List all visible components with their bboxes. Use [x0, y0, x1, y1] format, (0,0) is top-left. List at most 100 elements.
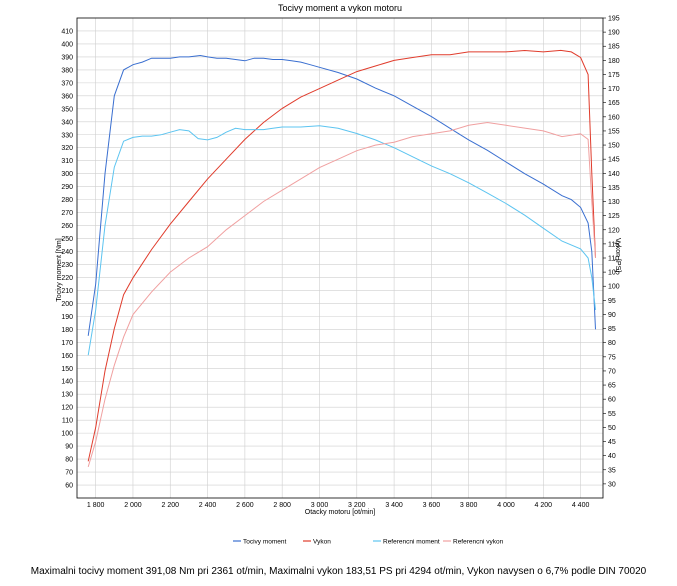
dyno-chart: Tocivy moment a vykon motoru 60 70 80 90 100… [56, 3, 621, 546]
x-tick-label: 4 000 [497, 502, 515, 509]
x-tick-label: 2 200 [161, 502, 179, 509]
y-left-tick-label: 120 [61, 405, 73, 412]
y-left-tick-label: 370 [61, 80, 73, 87]
y-right-tick-label: 190 [608, 30, 620, 37]
legend: Tocivy moment Vykon Referencni moment Refer… [233, 539, 504, 546]
y-left-tick-label: 380 [61, 67, 73, 74]
y-right-tick-label: 145 [608, 157, 620, 164]
y-left-tick-label: 400 [61, 41, 73, 48]
series-line-referencni-vykon [87, 121, 596, 468]
x-tick-label: 3 000 [311, 502, 329, 509]
y-right-tick-label: 60 [608, 397, 616, 404]
y-left-tick-label: 350 [61, 106, 73, 113]
plot-frame [76, 17, 604, 499]
y-right-tick-label: 70 [608, 368, 616, 375]
y-right-tick-label: 125 [608, 213, 620, 220]
x-tick-label: 1 800 [87, 502, 105, 509]
y-right-tick-label: 130 [608, 199, 620, 206]
y-right-tick-label: 140 [608, 171, 620, 178]
y-left-tick-label: 390 [61, 54, 73, 61]
y-left-tick-label: 410 [61, 28, 73, 35]
x-tick-label: 2 800 [273, 502, 291, 509]
y-right-tick-label: 50 [608, 425, 616, 432]
axes [76, 17, 606, 499]
y-left-tick-label: 60 [65, 483, 73, 490]
x-tick-label: 2 400 [199, 502, 217, 509]
y-left-tick-label: 330 [61, 132, 73, 139]
y-right-tick-label: 175 [608, 72, 620, 79]
y-left-tick-label: 220 [61, 275, 73, 282]
y-left-tick-label: 290 [61, 184, 73, 191]
y-left-tick-label: 90 [65, 444, 73, 451]
grid [77, 18, 603, 498]
series-lines [87, 49, 596, 468]
y-right-tick-label: 185 [608, 44, 620, 51]
y-left-tick-label: 180 [61, 327, 73, 334]
x-tick-label: 3 200 [348, 502, 366, 509]
y-right-tick-label: 95 [608, 298, 616, 305]
y-left-tick-label: 270 [61, 210, 73, 217]
legend-item: Tocivy moment [233, 539, 287, 546]
y-right-tick-label: 75 [608, 354, 616, 361]
y-right-tick-label: 45 [608, 439, 616, 446]
x-tick-label: 2 000 [124, 502, 142, 509]
chart-title: Tocivy moment a vykon motoru [278, 3, 402, 13]
legend-item: Referencni vykon [443, 539, 504, 546]
x-tick-label: 3 800 [460, 502, 478, 509]
y-left-tick-label: 110 [62, 418, 73, 425]
y-right-tick-label: 135 [608, 185, 620, 192]
y-left-tick-label: 320 [61, 145, 73, 152]
y-left-tick-label: 140 [61, 379, 73, 386]
y-right-tick-label: 35 [608, 467, 616, 474]
legend-label: Vykon [313, 539, 331, 546]
y-right-tick-label: 115 [608, 241, 619, 248]
y-left-tick-label: 210 [61, 288, 73, 295]
y-right-tick-label: 195 [608, 16, 620, 23]
x-tick-label: 3 600 [423, 502, 441, 509]
y-right-tick-label: 80 [608, 340, 616, 347]
y-left-tick-label: 340 [61, 119, 73, 126]
y-right-tick-label: 170 [608, 86, 620, 93]
series-line-tocivy-moment [87, 54, 596, 336]
y-left-tick-label: 200 [61, 301, 73, 308]
x-tick-label: 4 400 [572, 502, 590, 509]
series-line-vykon [87, 49, 596, 462]
y-right-tick-label: 30 [608, 481, 616, 488]
y-right-tick-label: 160 [608, 114, 620, 121]
y-right-tick-label: 150 [608, 143, 620, 150]
y-right-tick-label: 40 [608, 453, 616, 460]
y-axis-left-label: Tocivy moment [Nm] [56, 238, 63, 301]
legend-item: Referencni moment [373, 539, 440, 546]
y-left-tick-label: 160 [61, 353, 73, 360]
y-right-tick-label: 90 [608, 312, 616, 319]
legend-item: Vykon [303, 539, 331, 546]
y-left-tick-label: 260 [61, 223, 73, 230]
y-axis-right-label: Vykon [PS] [614, 238, 621, 272]
y-left-tick-label: 190 [61, 314, 73, 321]
y-left-tick-label: 250 [61, 236, 73, 243]
y-right-tick-label: 85 [608, 326, 616, 333]
y-left-tick-label: 80 [65, 457, 73, 464]
y-right-tick-label: 110 [608, 256, 619, 263]
y-right-tick-label: 155 [608, 128, 620, 135]
y-left-tick-label: 310 [61, 158, 73, 165]
y-left-tick-label: 300 [61, 171, 73, 178]
y-left-tick-label: 70 [65, 470, 73, 477]
y-right-tick-label: 105 [608, 270, 620, 277]
legend-label: Referencni moment [383, 539, 440, 546]
y-right-tick-label: 165 [608, 100, 620, 107]
x-tick-label: 2 600 [236, 502, 254, 509]
x-axis-label: Otacky motoru [ot/min] [305, 509, 375, 516]
y-left-tick-label: 240 [61, 249, 73, 256]
legend-label: Tocivy moment [243, 539, 287, 546]
y-left-tick-label: 230 [61, 262, 73, 269]
y-right-tick-label: 120 [608, 227, 620, 234]
y-left-tick-label: 280 [61, 197, 73, 204]
y-right-tick-label: 65 [608, 383, 616, 390]
y-right-tick-label: 180 [608, 58, 620, 65]
y-left-tick-label: 170 [61, 340, 73, 347]
x-tick-label: 3 400 [385, 502, 403, 509]
x-tick-label: 4 200 [535, 502, 553, 509]
y-right-tick-label: 100 [608, 284, 620, 291]
footer-summary: Maximalni tocivy moment 391,08 Nm pri 23… [30, 566, 647, 577]
